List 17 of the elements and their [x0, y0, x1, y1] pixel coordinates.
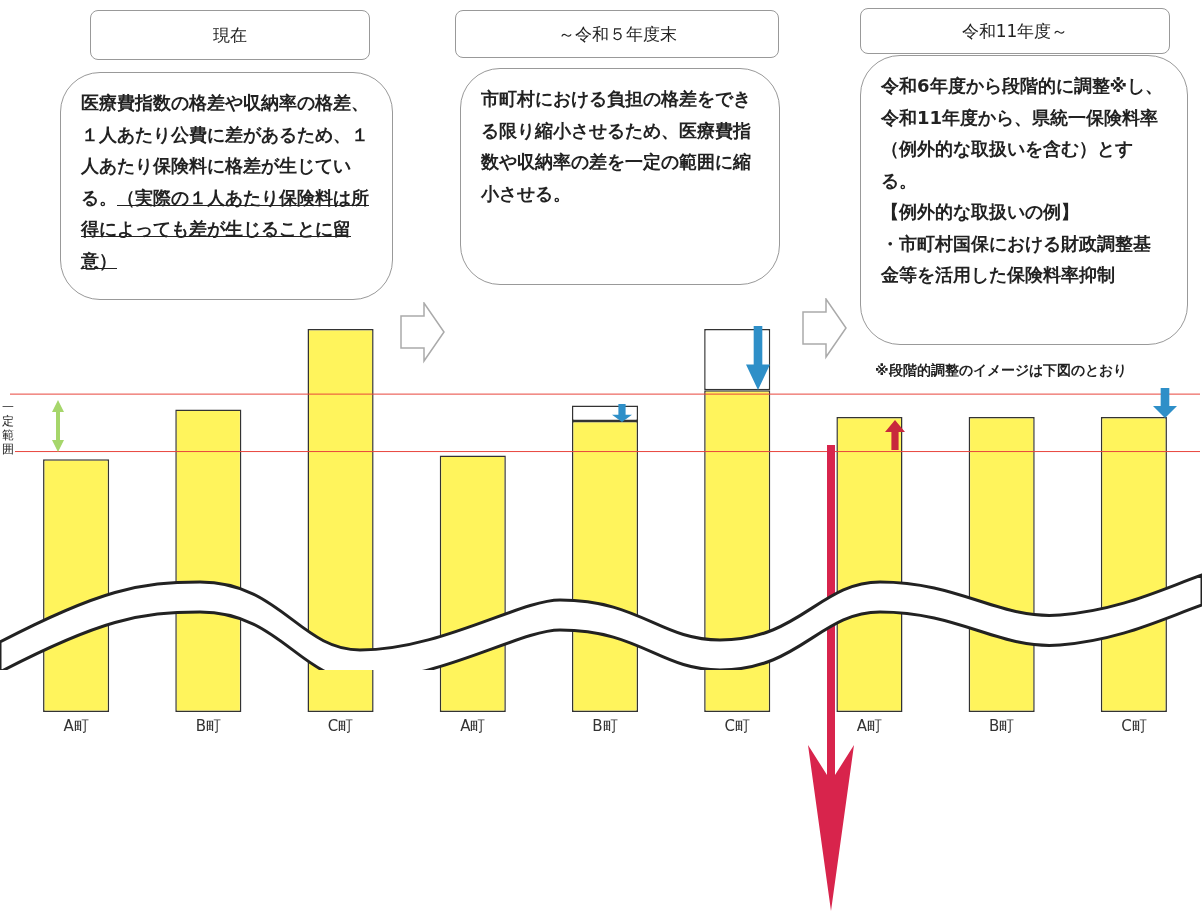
x-tick-label: C町: [327, 716, 354, 735]
x-tick-label: A町: [63, 716, 89, 735]
rounded-text-frame: 市町村における負担の格差をできる限り縮小させるため、医療費指数や収納率の差を一定の範囲に縮小させる。: [460, 68, 780, 285]
x-tick-label: B町: [989, 716, 1015, 735]
text: 令和11年度～: [860, 8, 1170, 54]
text: ～令和５年度末: [455, 10, 779, 58]
x-tick-label: C町: [724, 716, 750, 735]
annotation: ※段階的調整のイメージは下図のとおり: [875, 362, 1127, 380]
x-tick-label: A町: [460, 716, 486, 735]
annotation: 一定範囲: [2, 400, 15, 456]
x-tick-label: B町: [592, 716, 618, 735]
text: 現在: [90, 10, 370, 60]
rounded-text-frame: 医療費指数の格差や収納率の格差、１人あたり公費に差があるため、１人あたり保険料に格差が生じている。（実際の１人あたり保険料は所得によっても差が生じることに留意）: [60, 72, 393, 300]
x-tick-label: C町: [1121, 716, 1147, 735]
rounded-text-frame: 令和6年度から段階的に調整※し、令和11年度から、県統一保険料率（例外的な取扱いを含む）とする。 【例外的な取扱いの例】 ・市町村国保における財政調整基金等を活用した保険料率抑制: [860, 55, 1188, 345]
x-tick-label: B町: [195, 716, 221, 735]
x-tick-label: A町: [856, 716, 883, 735]
